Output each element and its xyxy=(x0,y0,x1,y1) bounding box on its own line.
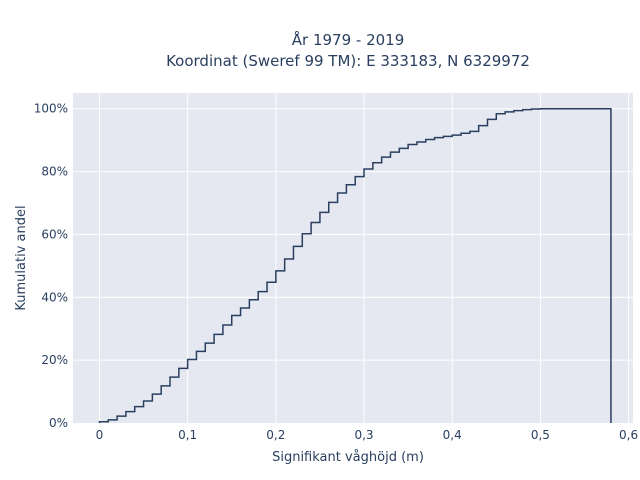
x-tick-label: 0,5 xyxy=(531,428,550,442)
y-tick-label: 80% xyxy=(41,165,68,179)
y-tick-label: 60% xyxy=(41,227,68,241)
x-tick-label: 0,3 xyxy=(354,428,373,442)
chart-title-line-2: Koordinat (Sweref 99 TM): E 333183, N 63… xyxy=(166,52,530,70)
x-tick-label: 0,6 xyxy=(619,428,638,442)
y-axis-title: Kumulativ andel xyxy=(14,205,29,310)
y-tick-label: 20% xyxy=(41,353,68,367)
chart-title-line-1: År 1979 - 2019 xyxy=(292,30,405,49)
x-tick-label: 0,4 xyxy=(443,428,462,442)
ecdf-series-line xyxy=(98,107,612,423)
y-tick-label: 100% xyxy=(34,102,68,116)
y-tick-label: 0% xyxy=(49,416,68,430)
y-tick-labels: 0% 20% 40% 60% 80% 100% xyxy=(34,102,68,430)
x-tick-labels: 0 0,1 0,2 0,3 0,4 0,5 0,6 xyxy=(96,428,639,442)
x-tick-label: 0 xyxy=(96,428,104,442)
x-axis-title: Signifikant våghöjd (m) xyxy=(272,450,424,465)
y-tick-label: 40% xyxy=(41,290,68,304)
x-tick-label: 0,2 xyxy=(266,428,285,442)
plot-area xyxy=(73,93,633,423)
x-tick-label: 0,1 xyxy=(178,428,197,442)
grid-lines xyxy=(73,93,633,423)
